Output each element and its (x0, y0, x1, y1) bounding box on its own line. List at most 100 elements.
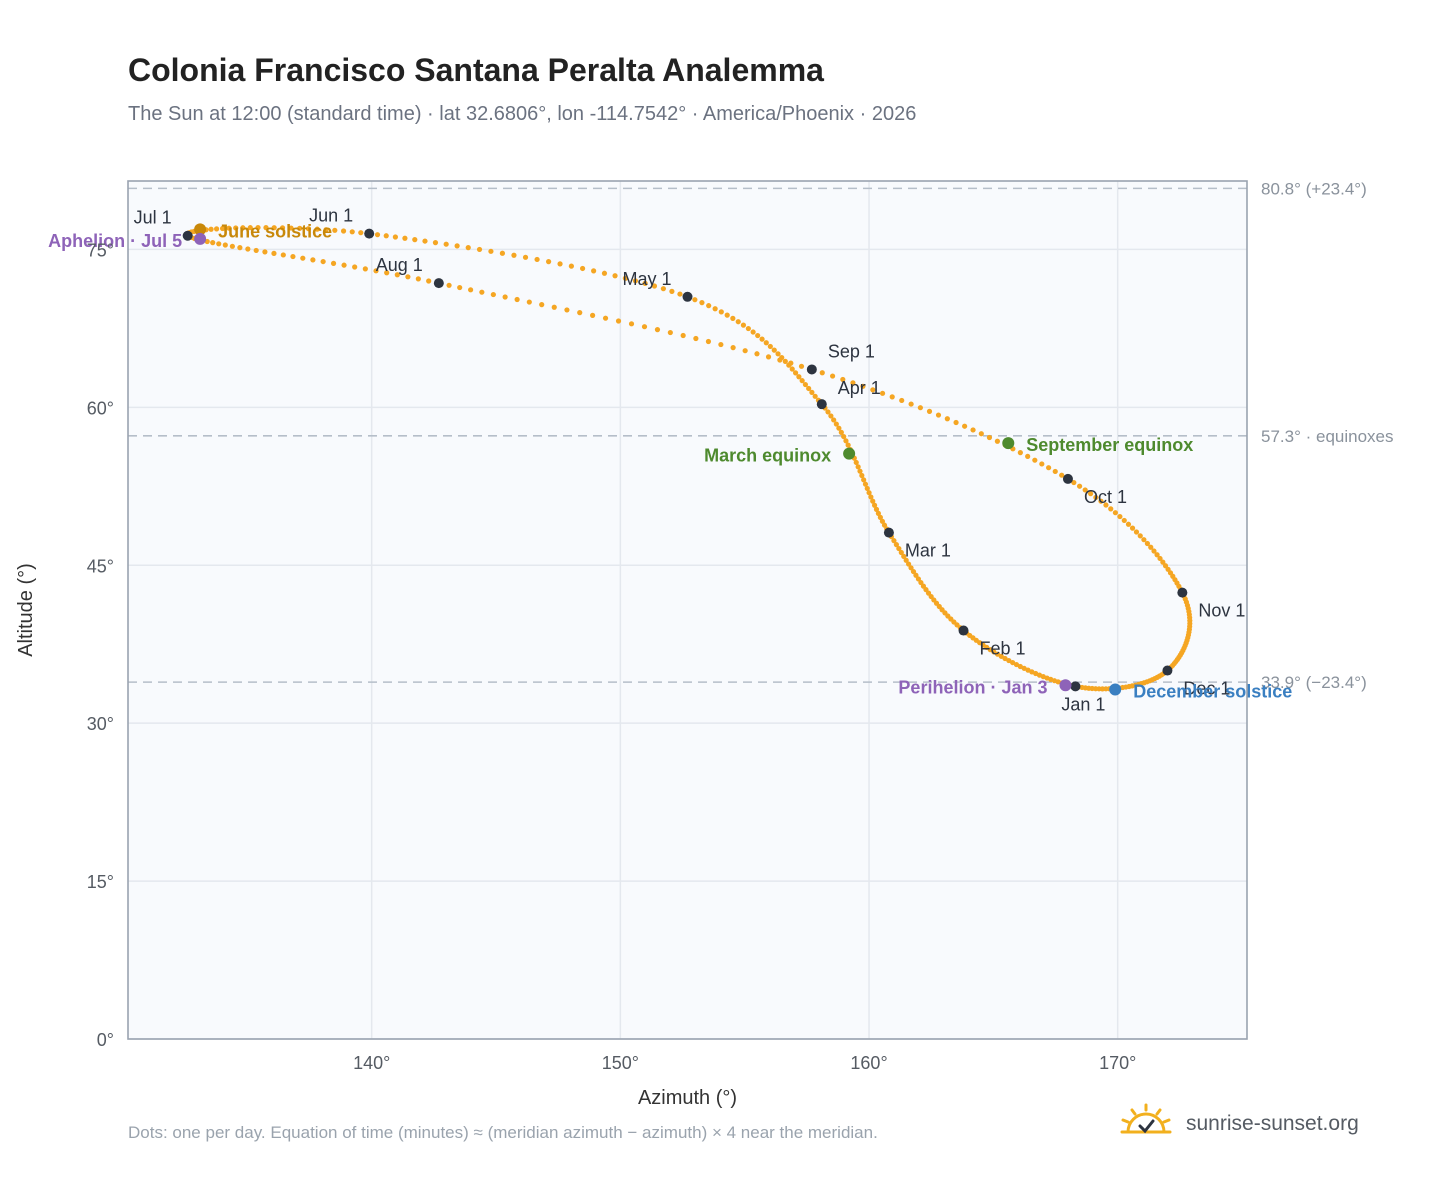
day-dot (891, 538, 897, 544)
day-dot (712, 306, 718, 312)
day-dot (233, 225, 239, 231)
day-dot (1025, 453, 1031, 459)
day-dot (253, 247, 259, 254)
day-dot (394, 272, 400, 278)
day-dot (850, 380, 856, 386)
x-tick-label: 160° (850, 1053, 887, 1073)
day-dot (1144, 540, 1150, 547)
day-dot (245, 246, 251, 252)
month-marker (958, 625, 969, 636)
day-dot (323, 227, 329, 233)
day-dot (819, 370, 825, 376)
day-dot (490, 291, 496, 298)
day-dot (870, 498, 876, 504)
day-dot (809, 389, 815, 395)
day-dot (680, 332, 686, 339)
day-dot (271, 225, 277, 231)
day-dot (405, 274, 411, 280)
y-tick-label: 75° (87, 240, 114, 260)
day-dot (247, 225, 253, 231)
event-marker (1109, 683, 1122, 696)
day-dot (759, 336, 765, 342)
day-dot (1108, 506, 1114, 512)
day-dot (612, 273, 618, 279)
day-dot (1129, 525, 1136, 531)
day-dot (802, 381, 809, 388)
day-dot (1082, 487, 1088, 493)
day-dot (213, 226, 220, 232)
day-dot (667, 329, 673, 336)
day-dot (362, 266, 368, 272)
month-marker (816, 399, 827, 410)
day-dot (514, 296, 520, 303)
day-dot (868, 494, 874, 500)
month-marker (364, 228, 375, 239)
day-dot (859, 472, 865, 479)
day-dot (669, 288, 675, 294)
day-dot (622, 275, 628, 281)
day-dot (557, 261, 563, 267)
day-dot (1021, 665, 1027, 671)
day-dot (740, 322, 747, 328)
day-dot (908, 401, 914, 407)
day-dot (875, 510, 882, 517)
day-dot (718, 341, 724, 348)
month-marker (1062, 473, 1073, 484)
day-dot (735, 319, 741, 325)
day-dot (812, 393, 818, 399)
day-dot (866, 490, 872, 496)
day-dot (465, 245, 471, 251)
day-dot (915, 576, 922, 582)
day-dot (290, 253, 296, 260)
day-dot (860, 383, 866, 389)
day-dot (870, 387, 876, 393)
reference-line-label: 33.9° (−23.4°) (1261, 673, 1367, 692)
y-tick-label: 30° (87, 714, 114, 734)
event-marker (194, 223, 207, 236)
day-dot (590, 312, 596, 318)
day-dot (831, 417, 837, 423)
day-dot (705, 338, 712, 345)
day-dot (446, 282, 452, 288)
day-dot (910, 568, 917, 575)
day-dot (615, 318, 622, 324)
day-dot (792, 370, 799, 376)
day-dot (926, 408, 933, 414)
brand[interactable]: sunrise-sunset.org (1118, 1102, 1359, 1146)
day-dot (862, 481, 869, 487)
day-dot (1010, 659, 1016, 666)
brand-name: sunrise-sunset.org (1186, 1112, 1359, 1135)
day-dot (651, 283, 658, 289)
day-dot (1117, 513, 1123, 520)
day-dot (754, 351, 760, 357)
day-dot (1133, 529, 1140, 535)
event-label: March equinox (704, 446, 831, 466)
day-dot (539, 302, 545, 308)
month-marker (682, 291, 693, 302)
day-dot (917, 405, 923, 411)
day-dot (1148, 544, 1154, 550)
day-dot (1160, 559, 1166, 565)
day-dot (1098, 498, 1104, 504)
day-dot (918, 579, 924, 586)
day-dot (305, 226, 312, 232)
day-dot (373, 268, 379, 274)
day-dot (1052, 468, 1058, 475)
day-dot (828, 413, 834, 419)
event-label: Perihelion · Jan 3 (898, 677, 1047, 697)
day-dot (332, 227, 338, 233)
day-dot (1112, 510, 1118, 516)
day-dot (825, 409, 831, 415)
day-dot (1121, 517, 1127, 524)
day-dot (402, 235, 408, 241)
day-dot (1151, 548, 1157, 554)
day-dot (699, 300, 705, 306)
day-dot (310, 257, 316, 263)
day-dot (468, 287, 474, 293)
day-dot (229, 243, 235, 249)
day-dot (829, 373, 836, 379)
x-tick-label: 170° (1099, 1053, 1136, 1073)
event-label: December solstice (1133, 681, 1292, 701)
day-dot (706, 303, 712, 309)
